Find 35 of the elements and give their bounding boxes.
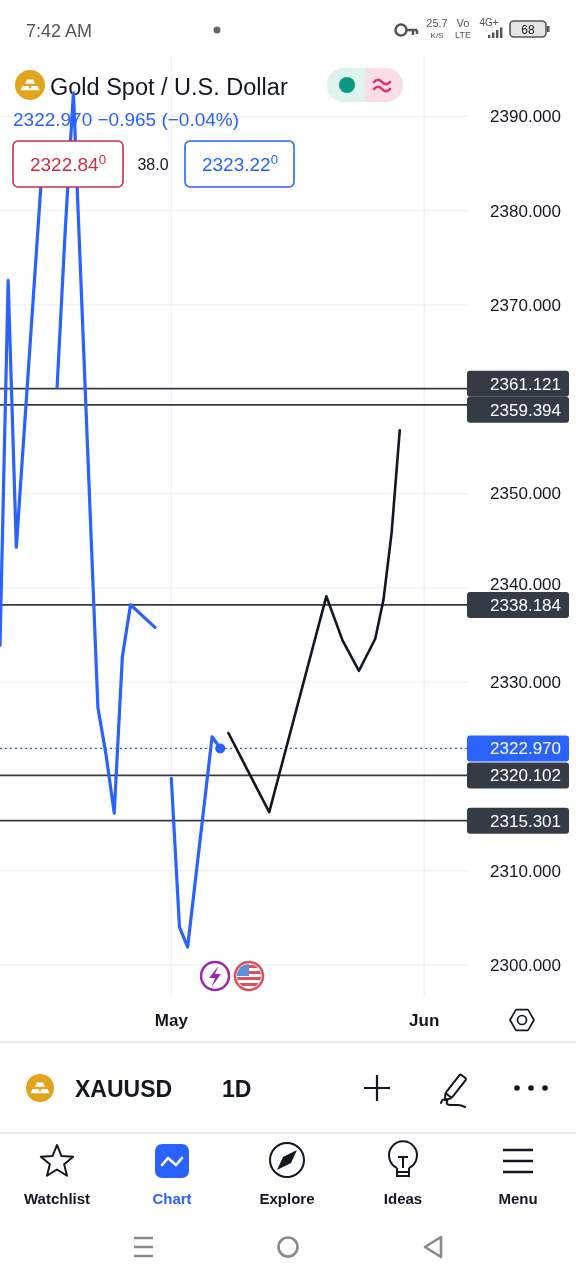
text: Gold Spot / U.S. Dollar (50, 74, 288, 100)
annotation: 2323.22$^{0}$ (201, 151, 279, 175)
x-tick-label: May (154, 1011, 189, 1030)
text: 7:42 AM (26, 21, 93, 41)
text: 25.7 (426, 17, 448, 29)
ref-line-label: 2322.970 (490, 739, 561, 759)
y-tick-label: 2370.000 (490, 295, 561, 315)
text: K/S (430, 31, 444, 40)
ref-line-label: 2359.394 (490, 400, 561, 420)
text: 68 (521, 23, 535, 37)
ref-line-label: 2338.184 (490, 595, 561, 615)
ref-line-label: 2320.102 (490, 766, 561, 786)
text: 4G+ (479, 17, 499, 28)
text: Watchlist (23, 1190, 91, 1207)
y-tick-label: 2380.000 (490, 201, 561, 221)
y-tick-label: 2350.000 (490, 484, 561, 504)
text: XAUUSD (75, 1076, 173, 1102)
text: Chart (152, 1190, 192, 1207)
text: Ideas (383, 1190, 423, 1207)
annotation: 2322.84$^{0}$ (29, 151, 107, 175)
y-tick-label: 2300.000 (490, 955, 561, 975)
y-tick-label: 2340.000 (490, 574, 561, 594)
x-tick-label: Jun (409, 1011, 440, 1030)
text: Menu (498, 1190, 538, 1207)
line-series (227, 429, 402, 814)
y-tick-label: 2330.000 (490, 673, 561, 693)
ref-line-label: 2361.121 (490, 374, 561, 394)
y-tick-label: 2390.000 (490, 107, 561, 127)
text: Vo (456, 17, 470, 29)
annotation: 38.0 (137, 156, 169, 173)
text: 1D (222, 1076, 252, 1102)
text: Explore (259, 1190, 315, 1207)
y-tick-label: 2310.000 (490, 861, 561, 881)
ref-line-label: 2315.301 (490, 811, 561, 831)
text: LTE (455, 30, 471, 40)
